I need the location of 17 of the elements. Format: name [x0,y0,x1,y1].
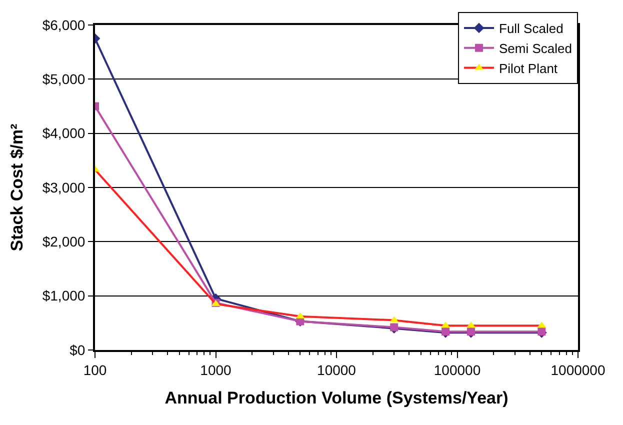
x-tick-label: 1000 [200,362,232,378]
y-tick-label: $1,000 [42,288,86,304]
legend-label: Full Scaled [499,21,564,36]
x-tick-label: 10000 [317,362,356,378]
y-tick-label: $3,000 [42,179,86,196]
y-axis-title: Stack Cost $/m² [7,123,26,252]
y-tick-label: $2,000 [42,234,86,250]
x-tick-label: 100000 [434,362,481,378]
x-axis-title: Annual Production Volume (Systems/Year) [164,388,508,408]
legend-label: Pilot Plant [499,60,558,76]
x-tick-label: 1000000 [550,362,606,378]
y-tick-label: $6,000 [42,16,86,33]
y-tick-label: $5,000 [42,71,86,88]
y-tick-label: $4,000 [42,125,86,142]
x-tick-label: 100 [83,362,107,378]
y-tick-label: $0 [70,342,86,358]
legend-label: Semi Scaled [499,40,572,56]
